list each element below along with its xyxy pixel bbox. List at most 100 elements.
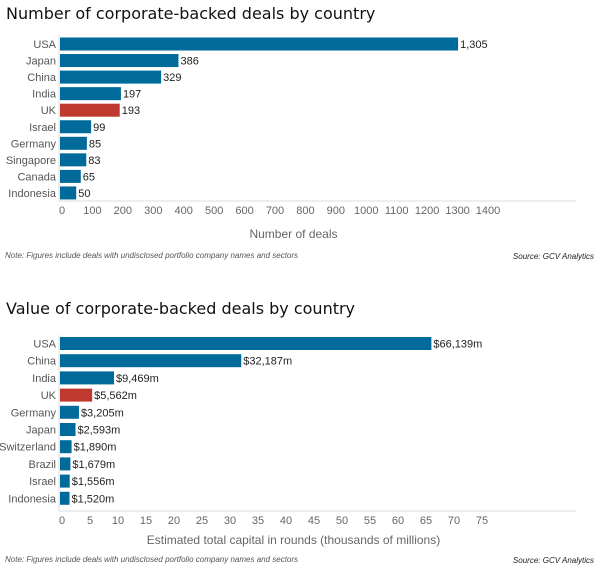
x-tick-label: 600 — [235, 205, 253, 217]
category-label: Germany — [11, 138, 57, 150]
data-label: $3,205m — [81, 407, 124, 419]
x-tick-label: 40 — [280, 515, 292, 527]
chart-1: Number of corporate-backed deals by coun… — [5, 4, 594, 261]
source-label: Source: GCV Analytics — [513, 556, 594, 565]
bar — [60, 54, 179, 68]
x-tick-label: 50 — [336, 515, 348, 527]
category-label: USA — [33, 39, 56, 51]
category-label: Singapore — [6, 155, 56, 167]
data-label: 329 — [163, 72, 181, 84]
x-tick-label: 1400 — [476, 205, 500, 217]
x-tick-label: 20 — [168, 515, 180, 527]
data-label: 197 — [123, 89, 141, 101]
x-axis-title: Number of deals — [249, 227, 337, 241]
data-label: $1,556m — [72, 476, 115, 488]
data-label: 386 — [180, 56, 198, 68]
data-label: $1,520m — [72, 493, 115, 505]
bar — [60, 457, 71, 471]
bar — [60, 491, 70, 505]
bar — [60, 371, 115, 385]
category-label: Germany — [11, 407, 57, 419]
bar — [60, 70, 162, 84]
x-tick-label: 900 — [327, 205, 345, 217]
data-label: 99 — [93, 122, 105, 134]
data-label: 193 — [122, 105, 140, 117]
bar — [60, 474, 70, 488]
x-tick-label: 60 — [392, 515, 404, 527]
chart-title: Value of corporate-backed deals by count… — [6, 299, 355, 318]
footnote: Note: Figures include deals with undiscl… — [5, 251, 298, 260]
chart-title: Number of corporate-backed deals by coun… — [6, 4, 375, 23]
category-label: India — [32, 89, 57, 101]
bar — [60, 186, 77, 200]
data-label: 85 — [89, 138, 101, 150]
x-tick-label: 1000 — [354, 205, 378, 217]
source-label: Source: GCV Analytics — [513, 252, 594, 261]
x-tick-label: 15 — [140, 515, 152, 527]
data-label: 50 — [78, 188, 90, 200]
category-label: China — [27, 356, 57, 368]
data-label: $66,139m — [433, 339, 482, 351]
x-tick-label: 0 — [59, 205, 65, 217]
category-label: Brazil — [28, 459, 56, 471]
x-tick-label: 1200 — [415, 205, 439, 217]
category-label: UK — [41, 105, 57, 117]
category-label: Canada — [17, 171, 56, 183]
data-label: 83 — [88, 155, 100, 167]
data-label: $5,562m — [94, 390, 137, 402]
data-label: $9,469m — [116, 373, 159, 385]
x-tick-label: 400 — [175, 205, 193, 217]
data-label: 1,305 — [460, 39, 488, 51]
category-label: Israel — [29, 476, 56, 488]
data-label: $2,593m — [78, 425, 121, 437]
bar — [60, 405, 79, 419]
bar — [60, 103, 120, 117]
bar — [60, 337, 432, 350]
footnote: Note: Figures include deals with undiscl… — [5, 555, 298, 564]
x-tick-label: 35 — [252, 515, 264, 527]
x-tick-label: 70 — [448, 515, 460, 527]
x-tick-label: 1300 — [445, 205, 469, 217]
bar — [60, 440, 72, 454]
x-tick-label: 30 — [224, 515, 236, 527]
x-tick-label: 100 — [83, 205, 101, 217]
bar — [60, 169, 81, 183]
x-tick-label: 25 — [196, 515, 208, 527]
x-tick-label: 55 — [364, 515, 376, 527]
category-label: India — [32, 373, 57, 385]
x-tick-label: 300 — [144, 205, 162, 217]
x-tick-label: 45 — [308, 515, 320, 527]
data-label: $32,187m — [243, 356, 292, 368]
bar — [60, 136, 87, 150]
bar — [60, 120, 92, 134]
category-label: Switzerland — [0, 442, 56, 454]
x-tick-label: 0 — [59, 515, 65, 527]
category-label: Israel — [29, 122, 56, 134]
chart-2: Value of corporate-backed deals by count… — [0, 299, 594, 565]
bar — [60, 37, 459, 51]
data-label: 65 — [83, 171, 95, 183]
category-label: Indonesia — [8, 188, 57, 200]
x-tick-label: 500 — [205, 205, 223, 217]
category-label: China — [27, 72, 57, 84]
bar — [60, 388, 93, 402]
category-label: Indonesia — [8, 493, 57, 505]
x-tick-label: 200 — [114, 205, 132, 217]
x-axis-title: Estimated total capital in rounds (thous… — [147, 533, 440, 547]
data-label: $1,679m — [72, 459, 115, 471]
category-label: USA — [33, 339, 56, 351]
bar — [60, 423, 76, 436]
bar — [60, 87, 121, 101]
x-tick-label: 1100 — [385, 205, 409, 217]
x-tick-label: 10 — [112, 515, 124, 527]
category-label: Japan — [26, 425, 56, 437]
category-label: UK — [41, 390, 57, 402]
x-tick-label: 5 — [87, 515, 93, 527]
data-label: $1,890m — [74, 442, 117, 454]
x-tick-label: 800 — [296, 205, 314, 217]
category-label: Japan — [26, 56, 56, 68]
bar — [60, 354, 242, 368]
x-tick-label: 75 — [476, 515, 488, 527]
bar — [60, 153, 87, 167]
